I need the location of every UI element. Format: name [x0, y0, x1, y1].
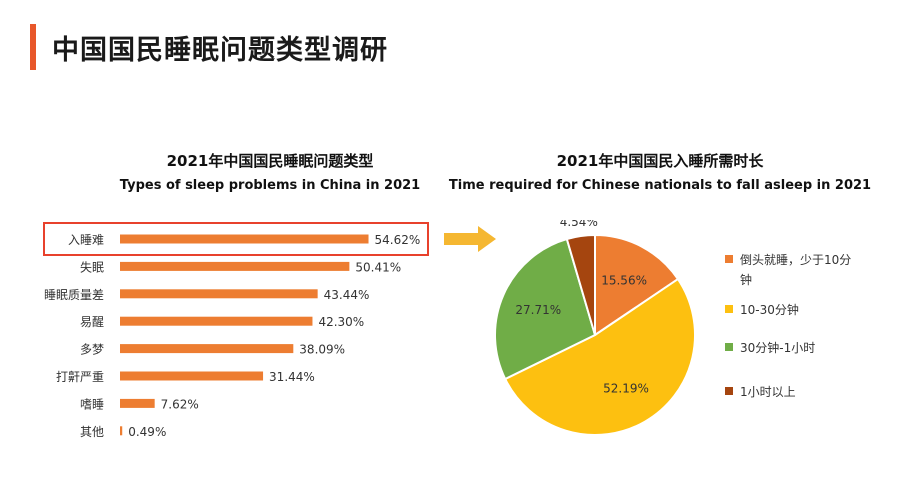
bar-chart-subtitle: Types of sleep problems in China in 2021	[119, 178, 421, 193]
bar	[120, 371, 264, 381]
legend-swatch	[725, 305, 733, 313]
bar-chart-title: 2021年中国国民睡眠问题类型	[166, 152, 374, 170]
bar-category-label: 入睡难	[68, 233, 104, 247]
bar	[120, 344, 294, 354]
legend-label: 10-30分钟	[740, 302, 799, 317]
legend-label: 30分钟-1小时	[740, 340, 815, 355]
legend-swatch	[725, 343, 733, 351]
legend-label: 1小时以上	[740, 385, 796, 399]
bar-value-label: 7.62%	[161, 397, 199, 411]
bar-value-label: 42.30%	[318, 315, 364, 329]
bar-category-label: 多梦	[80, 343, 104, 357]
pie-value-label: 4.54%	[560, 220, 598, 229]
pie-value-label: 52.19%	[603, 382, 649, 396]
pie-value-label: 27.71%	[515, 303, 561, 317]
pie-chart-subtitle: Time required for Chinese nationals to f…	[448, 178, 872, 193]
bar	[120, 426, 123, 436]
title-accent-bar	[30, 24, 36, 70]
bar-value-label: 50.41%	[355, 260, 401, 274]
bar-category-label: 失眠	[80, 259, 104, 274]
pie-chart-title: 2021年中国国民入睡所需时长	[556, 152, 764, 170]
bar-category-label: 睡眠质量差	[44, 288, 104, 302]
pie-slice	[494, 237, 597, 381]
bar	[120, 234, 369, 244]
bar-category-label: 打鼾严重	[56, 369, 104, 384]
pie-slice	[594, 233, 680, 337]
bar	[120, 398, 155, 408]
pie-slice	[503, 277, 696, 436]
bar-value-label: 43.44%	[324, 288, 370, 302]
arrow-icon	[444, 226, 496, 252]
bar	[120, 261, 350, 271]
bar-value-label: 31.44%	[269, 370, 315, 384]
page-title: 中国国民睡眠问题类型调研	[52, 35, 388, 66]
bar-category-label: 易醒	[80, 315, 104, 329]
bar-value-label: 54.62%	[375, 233, 421, 247]
bar-value-label: 0.49%	[128, 425, 166, 439]
bar	[120, 289, 318, 299]
pie-chart: 15.56% 52.19% 27.71% 4.54% 倒头就睡，少于10分钟 10-30分…	[494, 220, 851, 436]
bar-category-label: 嗜睡	[80, 397, 104, 411]
legend-swatch	[725, 387, 733, 395]
pie-value-label: 15.56%	[601, 273, 647, 287]
legend-label: 倒头就睡，少于10分钟	[740, 253, 851, 287]
highlight-box	[43, 222, 429, 256]
legend-swatch	[725, 255, 733, 263]
bar-category-label: 其他	[80, 425, 104, 439]
pie-slice	[565, 233, 596, 336]
bar-chart: 入睡难 54.62% 失眠 50.41% 睡眠质量差 43.44% 易醒 42.30% 多梦 38…	[43, 222, 429, 439]
bar-value-label: 38.09%	[299, 343, 345, 357]
bar	[120, 316, 313, 326]
